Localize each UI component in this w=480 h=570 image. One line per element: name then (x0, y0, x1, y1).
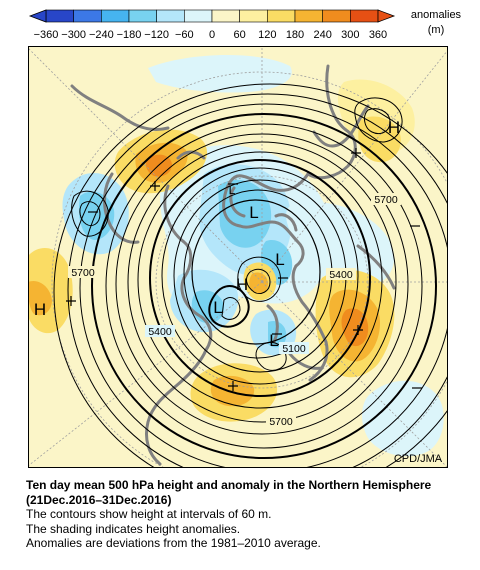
map-frame (28, 46, 448, 468)
colorbar-tick-label: 120 (258, 29, 276, 41)
low-center: L (229, 183, 236, 197)
colorbar-cell (184, 9, 213, 23)
anomaly-sign-markers (66, 148, 422, 391)
colorbar-title: anomalies (410, 9, 462, 21)
contour-label-5100: 5100 (282, 343, 306, 355)
colorbar-tick-label: 360 (369, 29, 387, 41)
contour-label-5400: 5400 (148, 326, 172, 338)
contour-label-5700: 5700 (71, 267, 95, 279)
low-center: L (213, 298, 222, 317)
positive-anomaly-marker (351, 148, 361, 158)
colorbar-unit: (m) (427, 24, 445, 36)
hemisphere-map: 5700 5700 5700 5400 5400 5100 H H H L L … (28, 46, 448, 468)
colorbar-left-arrow (28, 9, 47, 23)
high-center: H (236, 275, 248, 294)
contour-label-5700: 5700 (374, 194, 398, 206)
colorbar-cell (350, 9, 379, 23)
colorbar-cell (322, 9, 351, 23)
colorbar-tick-label: −240 (89, 29, 114, 41)
colorbar-right-arrow (377, 9, 396, 23)
colorbar-tick-label: −120 (144, 29, 169, 41)
colorbar-tick-label: 240 (313, 29, 331, 41)
caption-line: Anomalies are deviations from the 1981–2… (26, 536, 321, 550)
positive-anomaly-marker (150, 181, 160, 191)
positive-anomaly-marker (228, 381, 238, 391)
colorbar-cell (294, 9, 323, 23)
colorbar-tick-label: −180 (117, 29, 142, 41)
contour-label-5400: 5400 (329, 269, 353, 281)
credit-label: CPD/JMA (394, 453, 443, 465)
colorbar-tick-label: −60 (175, 29, 194, 41)
high-center: H (34, 300, 46, 319)
low-center: L (269, 331, 278, 350)
anomaly-colorbar: −360 −300 −240 −180 −120 −60 0 60 120 180 240 300 36… (28, 9, 396, 41)
colorbar-cell (73, 9, 102, 23)
colorbar-cell (239, 9, 268, 23)
meridian-grid (28, 46, 448, 468)
positive-anomaly-shading (28, 79, 415, 422)
pressure-centers: H H H L L L L L (34, 118, 400, 350)
low-center: L (249, 203, 258, 222)
colorbar-tick-labels: −360 −300 −240 −180 −120 −60 0 60 120 180 240 300 36… (34, 29, 388, 41)
colorbar-cell (45, 9, 74, 23)
colorbar-tick-label: 300 (341, 29, 359, 41)
colorbar-tick-label: 0 (209, 29, 215, 41)
positive-anomaly-marker (353, 325, 363, 335)
colorbar-cell (156, 9, 185, 23)
colorbar-tick-label: 180 (286, 29, 304, 41)
contour-label-5700: 5700 (269, 416, 293, 428)
colorbar-cell (128, 9, 157, 23)
colorbar-cells (45, 9, 379, 23)
high-center: H (388, 118, 400, 137)
colorbar-tick-label: −360 (34, 29, 59, 41)
caption-line: The contours show height at intervals of… (26, 507, 272, 521)
contour-labels: 5700 5700 5700 5400 5400 5100 (68, 193, 401, 428)
colorbar-tick-label: 60 (234, 29, 246, 41)
colorbar-tick-label: −300 (61, 29, 86, 41)
colorbar-cell (211, 9, 240, 23)
caption-title: Ten day mean 500 hPa height and anomaly … (26, 478, 432, 507)
colorbar-cell (101, 9, 130, 23)
colorbar-cell (267, 9, 296, 23)
caption-line: The shading indicates height anomalies. (26, 521, 241, 536)
figure-caption: Ten day mean 500 hPa height and anomaly … (26, 478, 476, 551)
colorbar-units: anomalies (m) (396, 8, 476, 38)
low-center: L (275, 250, 284, 269)
height-contours (53, 83, 448, 468)
positive-anomaly-marker (66, 296, 76, 306)
coastlines (70, 64, 396, 466)
